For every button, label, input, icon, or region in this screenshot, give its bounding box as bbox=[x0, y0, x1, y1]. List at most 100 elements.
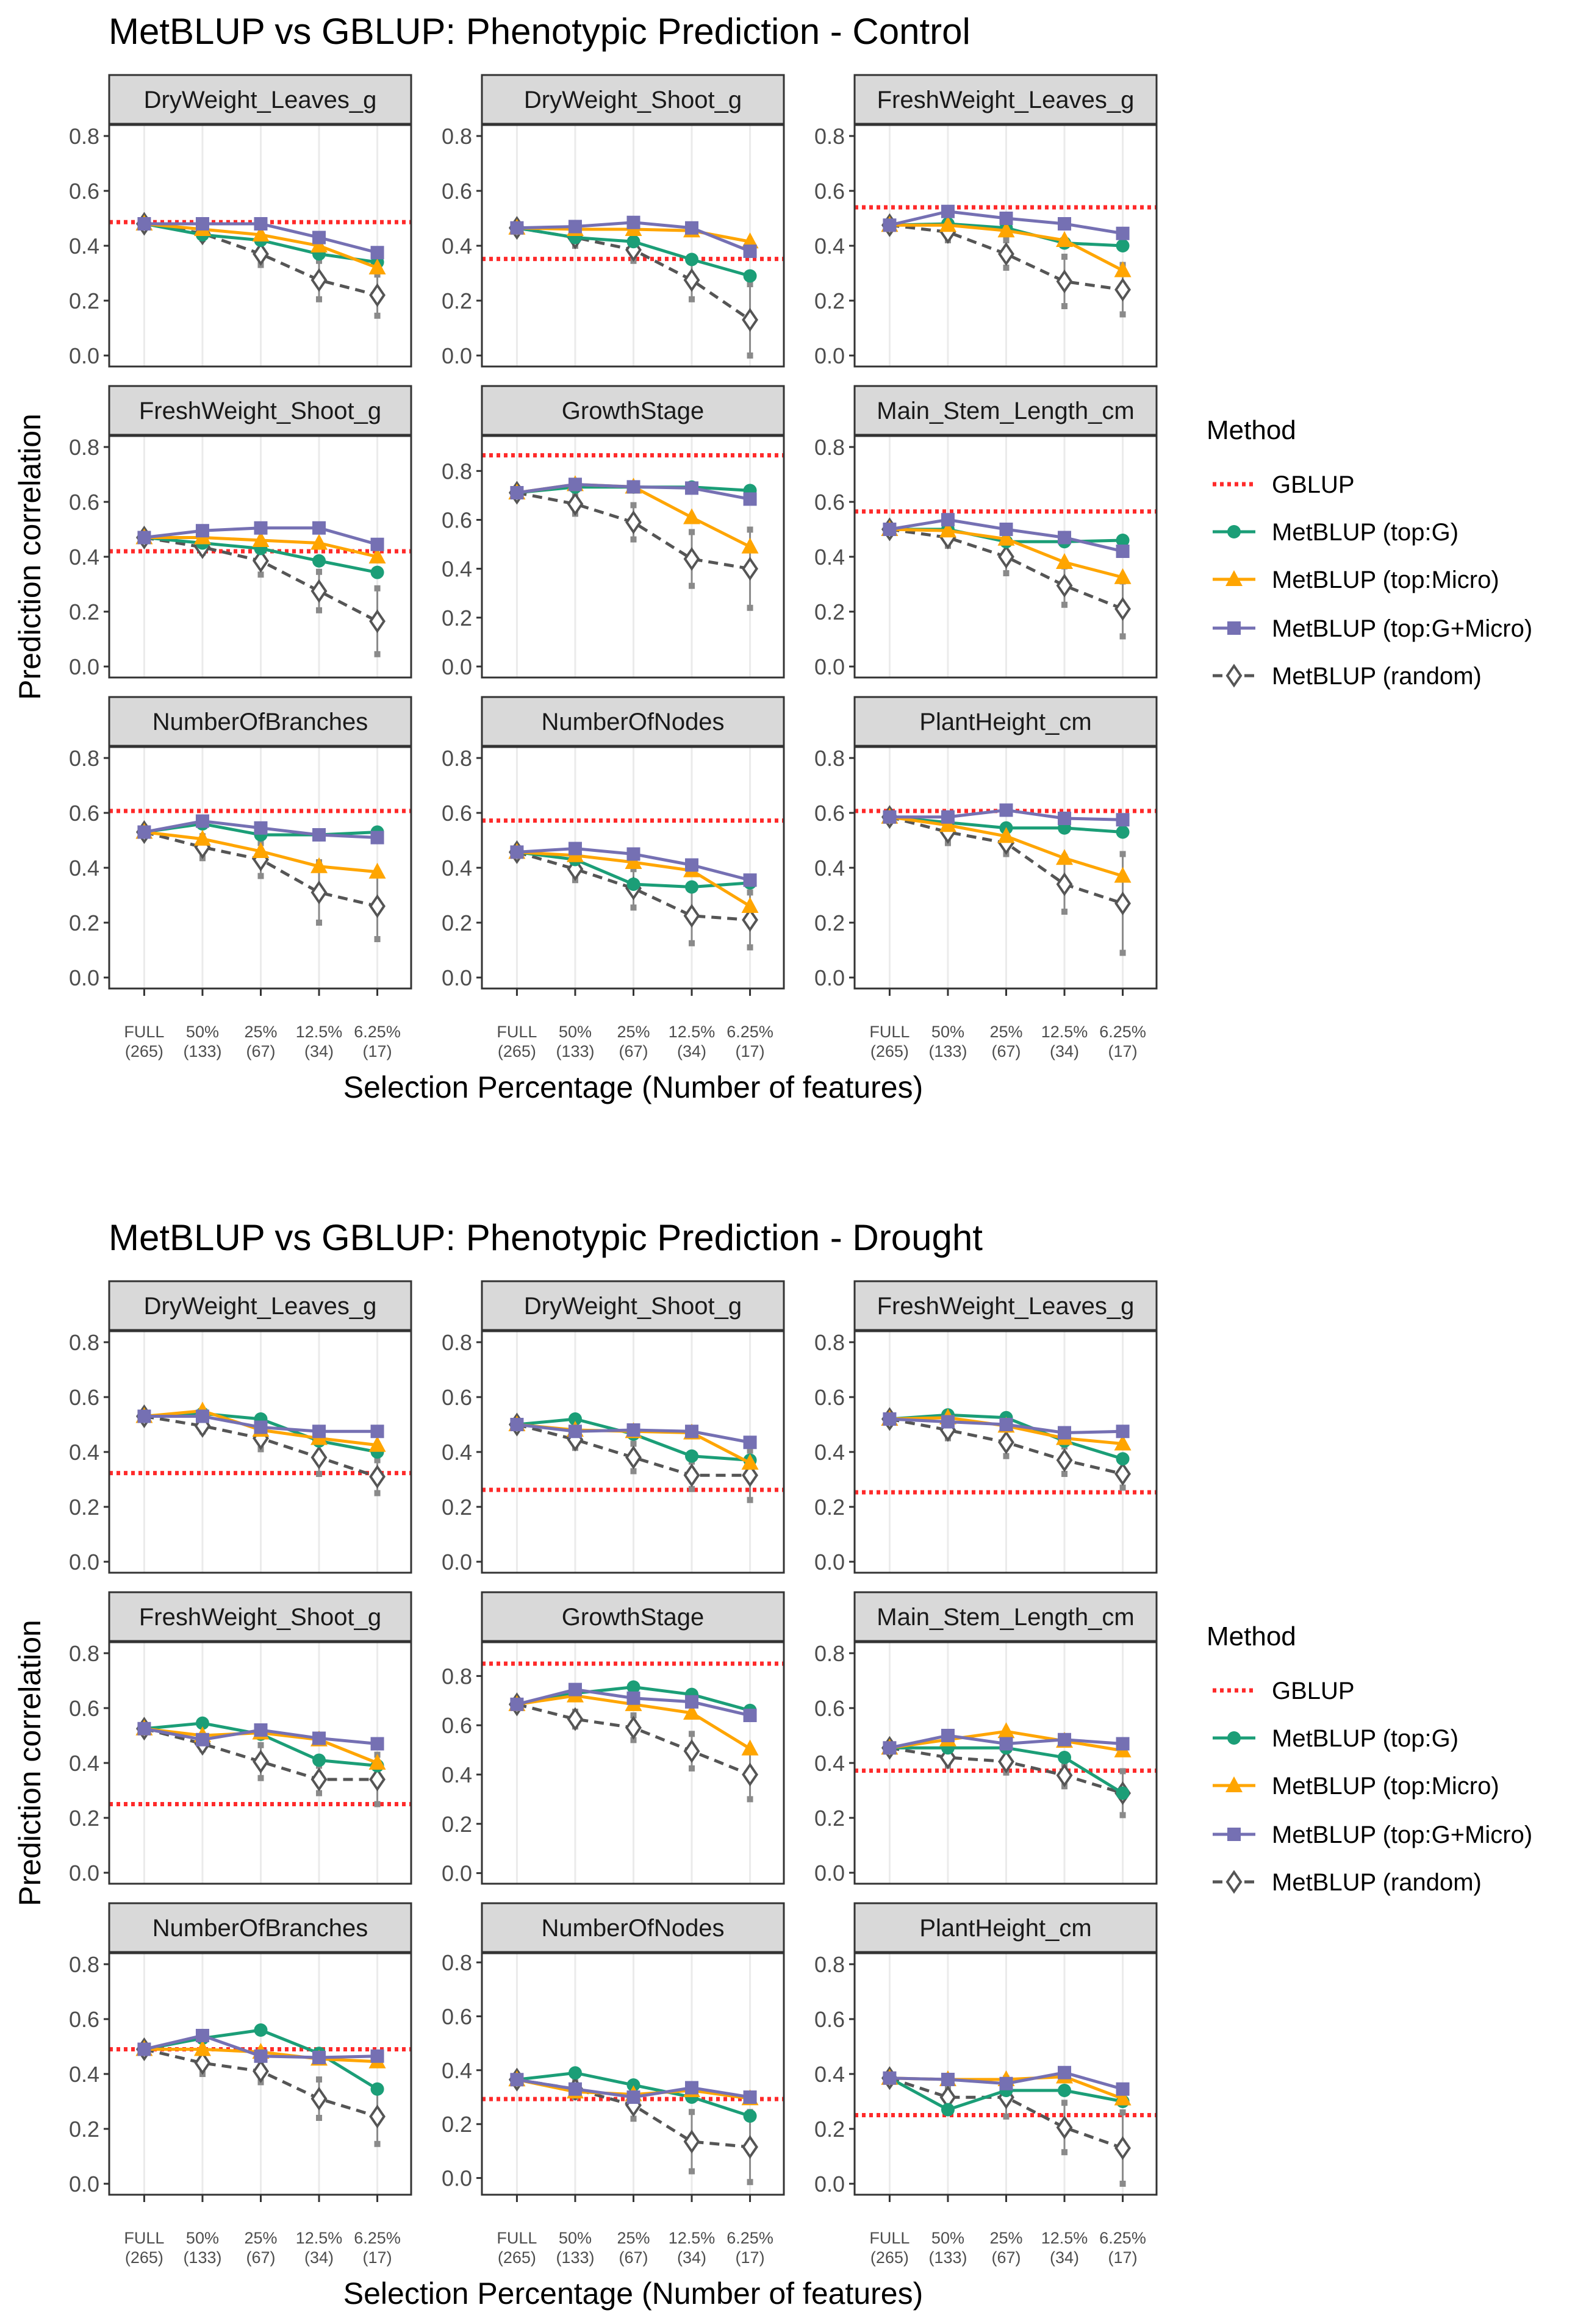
gmicro-point bbox=[568, 1682, 582, 1697]
legend-label: MetBLUP (random) bbox=[1272, 1869, 1482, 1896]
error-bar-cap bbox=[374, 2140, 381, 2147]
random-point bbox=[1056, 269, 1073, 294]
x-tick-label: 6.25% bbox=[1099, 2229, 1146, 2247]
micro-point bbox=[1114, 2089, 1132, 2106]
micro-point bbox=[252, 842, 270, 858]
random-point bbox=[1114, 1462, 1131, 1486]
panel-strip bbox=[481, 1280, 785, 1331]
y-tick-label: 0.6 bbox=[814, 1696, 845, 1721]
gmicro-point bbox=[1058, 2065, 1072, 2079]
y-tick-label: 0.6 bbox=[69, 1385, 99, 1410]
gmicro-point bbox=[743, 1436, 757, 1450]
random-point bbox=[683, 547, 700, 571]
micro-point bbox=[1114, 568, 1132, 584]
y-tick-label: 0.6 bbox=[442, 1385, 472, 1410]
gmicro-point bbox=[370, 537, 384, 551]
y-tick-label: 0.0 bbox=[69, 654, 99, 679]
panel-strip bbox=[108, 385, 412, 436]
panel-strip-label: GrowthStage bbox=[562, 398, 704, 424]
gmicro-point bbox=[254, 1723, 268, 1737]
error-bar-cap bbox=[747, 604, 753, 611]
error-bar-cap bbox=[630, 536, 637, 543]
error-bar-cap bbox=[689, 1765, 695, 1772]
x-tick-label: 6.25% bbox=[1099, 1023, 1146, 1041]
legend-item: GBLUP bbox=[1213, 1678, 1355, 1704]
gmicro-point bbox=[370, 831, 384, 845]
gmicro-point bbox=[1058, 217, 1072, 231]
y-tick-label: 0.4 bbox=[69, 2062, 99, 2087]
x-tick-label: 50% bbox=[559, 1023, 592, 1041]
legend-label: GBLUP bbox=[1272, 1678, 1355, 1704]
panel-strip bbox=[108, 1591, 412, 1642]
error-bar-cap bbox=[689, 2109, 695, 2115]
panel-strip bbox=[481, 696, 785, 747]
gmicro-point bbox=[510, 845, 524, 859]
panel-NumberOfBranches: NumberOfBranches 0.0 0.2 0.4 0.6 0.8 FULL(265)… bbox=[69, 696, 412, 1060]
x-tick-count: (265) bbox=[498, 1042, 536, 1060]
panel-strip-label: FreshWeight_Shoot_g bbox=[139, 1604, 381, 1631]
gmicro-point bbox=[370, 1737, 384, 1751]
micro-point bbox=[1056, 553, 1074, 569]
micro-point bbox=[939, 816, 956, 832]
random-point bbox=[310, 880, 328, 905]
y-tick-label: 0.6 bbox=[442, 1713, 472, 1738]
random-point bbox=[1114, 277, 1131, 302]
gmicro-point bbox=[370, 246, 384, 260]
gmicro-point bbox=[941, 1729, 955, 1742]
random-point bbox=[1056, 1448, 1073, 1473]
gmicro-point bbox=[568, 1425, 582, 1439]
error-bar-cap bbox=[316, 1790, 323, 1797]
x-tick-label: 50% bbox=[186, 2229, 219, 2247]
panel-NumberOfNodes: NumberOfNodes 0.0 0.2 0.4 0.6 0.8 FULL(265) 50%… bbox=[442, 696, 785, 1060]
micro-point bbox=[939, 521, 956, 538]
random-point bbox=[310, 1445, 328, 1470]
micro-point bbox=[368, 259, 386, 274]
panel-border bbox=[108, 124, 412, 368]
panel-strip-label: DryWeight_Leaves_g bbox=[144, 87, 377, 113]
error-bar-cap bbox=[316, 296, 323, 302]
gmicro-point bbox=[883, 523, 897, 536]
micro-point bbox=[741, 1739, 759, 1756]
random-point bbox=[369, 609, 386, 634]
y-tick-label: 0.4 bbox=[69, 1751, 99, 1776]
legend-label: GBLUP bbox=[1272, 471, 1355, 498]
g-point bbox=[685, 252, 699, 266]
gmicro-point bbox=[626, 2090, 640, 2104]
panel-border bbox=[481, 1330, 785, 1574]
x-tick-count: (67) bbox=[619, 2248, 648, 2267]
y-tick-label: 0.4 bbox=[442, 2058, 472, 2083]
panel-strip bbox=[108, 1280, 412, 1331]
micro-point bbox=[1056, 849, 1074, 865]
panel-DryWeight_Leaves_g: DryWeight_Leaves_g 0.0 0.2 0.4 0.6 0.8 bbox=[69, 74, 412, 368]
error-bar-cap bbox=[374, 1490, 381, 1496]
y-tick-label: 0.8 bbox=[814, 435, 845, 460]
panel-strip bbox=[481, 385, 785, 436]
y-tick-label: 0.2 bbox=[442, 606, 472, 631]
error-bar-cap bbox=[316, 257, 323, 264]
legend-label: MetBLUP (top:G+Micro) bbox=[1272, 1822, 1532, 1848]
x-axis-label: Selection Percentage (Number of features… bbox=[343, 2276, 924, 2311]
panel-strip bbox=[853, 696, 1158, 747]
gmicro-point bbox=[941, 1415, 955, 1429]
error-bar-cap bbox=[747, 1796, 753, 1803]
g-point bbox=[254, 2023, 268, 2037]
panel-Main_Stem_Length_cm: Main_Stem_Length_cm 0.0 0.2 0.4 0.6 0.8 bbox=[814, 1591, 1158, 1886]
legend-item: MetBLUP (top:G+Micro) bbox=[1213, 1822, 1532, 1848]
random-point bbox=[742, 1762, 758, 1787]
gmicro-point bbox=[685, 2081, 699, 2095]
y-tick-label: 0.2 bbox=[814, 1495, 845, 1520]
x-tick-label: FULL bbox=[497, 2229, 537, 2247]
random-point bbox=[1056, 1763, 1073, 1787]
panel-border bbox=[108, 1330, 412, 1574]
legend-key-marker bbox=[1225, 1870, 1243, 1894]
legend-title: Method bbox=[1207, 1621, 1296, 1651]
random-point bbox=[1114, 891, 1131, 916]
g-point bbox=[685, 1449, 699, 1463]
panel-strip-label: NumberOfBranches bbox=[152, 709, 368, 735]
panel-strip bbox=[108, 696, 412, 747]
random-point bbox=[742, 2135, 758, 2159]
error-bar-cap bbox=[257, 1742, 264, 1748]
random-point bbox=[253, 241, 269, 266]
micro-point bbox=[368, 1436, 386, 1452]
legend-item: MetBLUP (top:G) bbox=[1213, 1725, 1458, 1752]
